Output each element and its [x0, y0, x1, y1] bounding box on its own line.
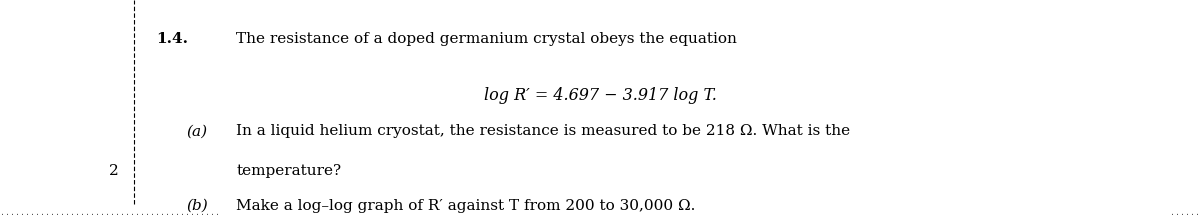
Text: In a liquid helium cryostat, the resistance is measured to be 218 Ω. What is the: In a liquid helium cryostat, the resista… [236, 124, 851, 138]
Text: ............................................: ........................................… [0, 208, 220, 217]
Text: Make a log–log graph of R′ against T from 200 to 30,000 Ω.: Make a log–log graph of R′ against T fro… [236, 199, 696, 213]
Text: (a): (a) [186, 124, 208, 138]
Text: 2: 2 [109, 164, 119, 178]
Text: (b): (b) [186, 199, 208, 213]
Text: temperature?: temperature? [236, 164, 342, 178]
Text: log R′ = 4.697 − 3.917 log T.: log R′ = 4.697 − 3.917 log T. [484, 87, 716, 104]
Text: 1.4.: 1.4. [156, 32, 188, 46]
Text: The resistance of a doped germanium crystal obeys the equation: The resistance of a doped germanium crys… [236, 32, 737, 46]
Text: ......: ...... [1170, 208, 1200, 217]
